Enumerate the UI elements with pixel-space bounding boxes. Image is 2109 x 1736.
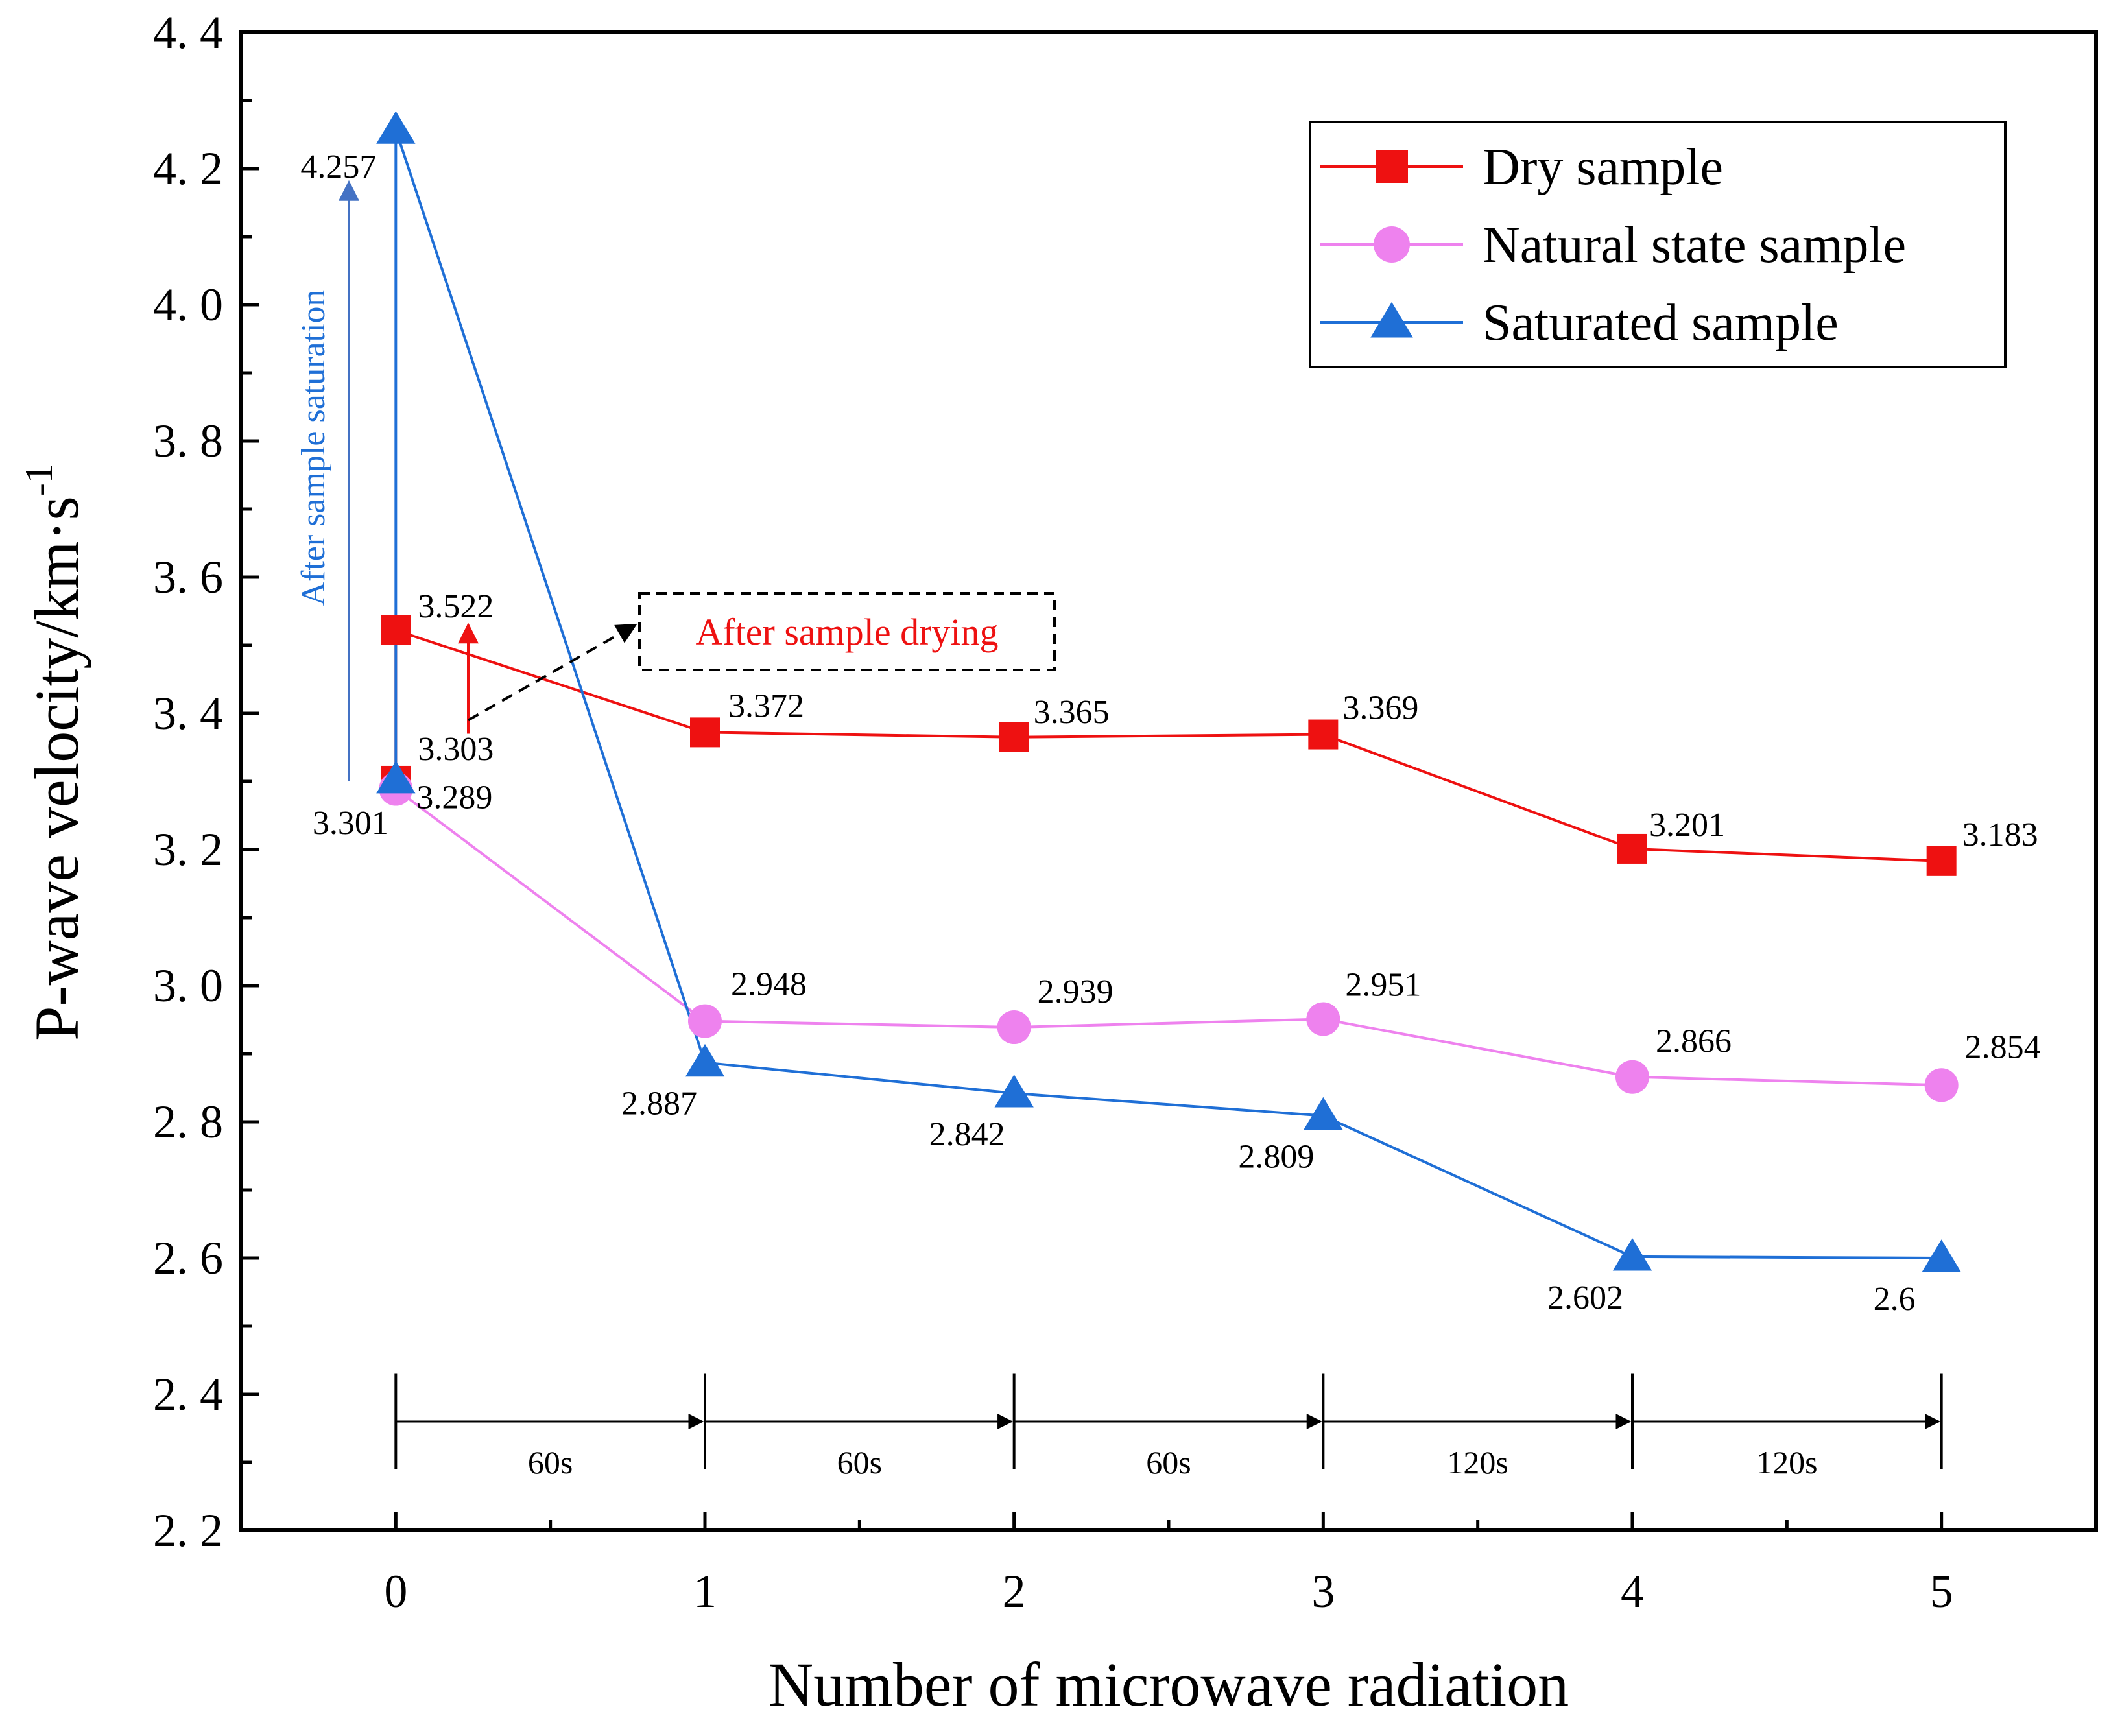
data-label-square: 3.522	[418, 588, 494, 625]
y-tick-label: 3. 2	[153, 824, 223, 875]
circle-marker	[688, 1004, 722, 1038]
triangle-marker	[1922, 1239, 1961, 1272]
legend-triangle-icon	[1370, 302, 1413, 338]
x-tick-label: 5	[1930, 1565, 1953, 1617]
data-label-triangle: 4.257	[300, 149, 376, 185]
legend-square-icon	[1376, 150, 1408, 183]
drying-annotation-text: After sample drying	[695, 611, 998, 653]
drying-callout-box	[638, 592, 1056, 671]
x-tick-label: 3	[1311, 1565, 1335, 1617]
data-label-triangle: 2.842	[929, 1116, 1005, 1153]
x-tick-label: 1	[693, 1565, 717, 1617]
interval-label: 60s	[528, 1444, 573, 1480]
legend: Dry sample Natural state sample Saturated …	[1309, 121, 2007, 368]
series-markers	[376, 111, 1961, 1272]
data-label-triangle: 2.887	[621, 1086, 697, 1123]
square-marker	[690, 717, 720, 748]
data-label-circle: 3.289	[416, 779, 492, 816]
y-tick-label: 2. 8	[153, 1096, 223, 1148]
triangle-marker	[1612, 1238, 1652, 1271]
data-label-square: 3.183	[1962, 816, 2038, 853]
data-label-circle: 2.854	[1965, 1029, 2041, 1065]
data-label-circle: 2.866	[1656, 1023, 1732, 1060]
triangle-marker	[376, 111, 416, 144]
data-label-circle: 2.948	[731, 966, 807, 1003]
data-label-triangle: 2.6	[1874, 1281, 1916, 1318]
triangle-marker	[994, 1075, 1034, 1108]
data-label-square: 3.365	[1034, 694, 1110, 731]
x-axis-title: Number of microwave radiation	[769, 1650, 1569, 1719]
circle-marker	[1306, 1002, 1340, 1036]
y-axis-title-main: P-wave velocity/km·s	[22, 496, 91, 1041]
y-tick-label: 2. 2	[153, 1504, 223, 1556]
data-label-square: 3.369	[1342, 690, 1418, 727]
y-tick-label: 3. 4	[153, 687, 223, 739]
y-tick-label: 3. 0	[153, 960, 223, 1012]
triangle-marker	[376, 761, 416, 794]
interval-label: 60s	[837, 1444, 882, 1480]
drying-callout-arrow	[468, 623, 637, 722]
annotations: After sample saturation After sample dryi…	[295, 180, 1056, 781]
y-tick-label: 3. 8	[153, 415, 223, 467]
triangle-marker	[685, 1043, 725, 1077]
square-marker	[1617, 833, 1647, 864]
data-label-square: 3.201	[1649, 807, 1725, 844]
square-marker	[999, 722, 1029, 752]
square-marker	[381, 615, 411, 645]
circle-marker	[997, 1010, 1031, 1045]
triangle-marker	[1304, 1097, 1343, 1130]
y-tick-label: 4. 2	[153, 143, 223, 195]
x-tick-label: 4	[1621, 1565, 1644, 1617]
y-tick-label: 4. 0	[153, 279, 223, 331]
circle-marker	[1615, 1060, 1649, 1094]
data-label-circle: 2.939	[1038, 973, 1114, 1010]
legend-label: Natural state sample	[1483, 217, 1906, 274]
y-tick-label: 4. 4	[153, 6, 223, 58]
interval-timeline: 60s 60s 60s 120s 120s	[394, 1373, 1943, 1480]
interval-label: 120s	[1447, 1444, 1508, 1480]
x-tick-label: 2	[1003, 1565, 1026, 1617]
y-axis-title: P-wave velocity/km·s-1	[18, 464, 91, 1041]
circle-marker	[1924, 1068, 1959, 1102]
series-line-circle	[395, 787, 1942, 1087]
legend-circle-icon	[1374, 226, 1410, 263]
data-label-square: 3.372	[728, 687, 804, 724]
legend-label: Saturated sample	[1483, 294, 1839, 351]
saturation-annotation-text: After sample saturation	[295, 289, 332, 606]
square-marker	[1926, 846, 1957, 876]
data-label-circle: 2.951	[1345, 966, 1421, 1003]
interval-label: 60s	[1146, 1444, 1191, 1480]
data-label-triangle: 2.602	[1547, 1279, 1623, 1316]
y-axis: 2. 2 2. 4 2. 6 2. 8 3. 0 3. 2 3. 4 3. 6 3. 8 4. 0…	[153, 6, 259, 1556]
x-tick-label: 0	[384, 1565, 407, 1617]
legend-label: Dry sample	[1483, 139, 1723, 196]
y-axis-title-superscript: -1	[18, 464, 60, 496]
data-labels: 3.301 3.522 3.372 3.365 3.369 3.201 3.183 3.289…	[300, 149, 2040, 1318]
y-tick-label: 2. 4	[153, 1368, 223, 1420]
y-tick-label: 3. 6	[153, 551, 223, 603]
interval-label: 120s	[1756, 1444, 1817, 1480]
data-label-triangle: 2.809	[1238, 1139, 1314, 1176]
data-label-square: 3.301	[313, 805, 388, 842]
x-axis: 0 1 2 3 4 5	[384, 1512, 1953, 1617]
y-tick-label: 2. 6	[153, 1232, 223, 1284]
data-label-triangle: 3.303	[418, 731, 494, 768]
square-marker	[1308, 719, 1339, 750]
